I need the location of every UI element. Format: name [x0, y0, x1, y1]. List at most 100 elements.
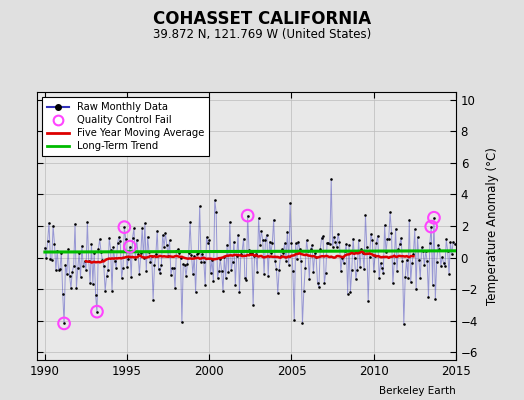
Point: [298, 320, 307, 327]
Point: [186, 219, 194, 226]
Point: [389, 280, 397, 286]
Point: [206, 270, 215, 276]
Point: [177, 255, 185, 261]
Point: [323, 239, 331, 246]
Point: [315, 284, 323, 290]
Point: [169, 265, 178, 271]
Point: [379, 270, 387, 276]
Point: [208, 256, 216, 263]
Point: [394, 246, 402, 253]
Point: [419, 248, 427, 254]
Point: [73, 265, 82, 272]
Point: [413, 234, 422, 240]
Point: [172, 247, 181, 254]
Point: [198, 250, 206, 257]
Point: [432, 258, 441, 265]
Point: [95, 236, 104, 242]
Point: [258, 237, 267, 243]
Point: [420, 262, 429, 268]
Point: [334, 230, 342, 237]
Point: [42, 255, 50, 262]
Point: [49, 223, 57, 229]
Point: [138, 225, 146, 231]
Point: [390, 260, 398, 266]
Point: [235, 289, 244, 296]
Point: [268, 240, 277, 246]
Point: [443, 248, 452, 254]
Point: [269, 216, 278, 223]
Point: [280, 240, 289, 246]
Text: COHASSET CALIFORNIA: COHASSET CALIFORNIA: [153, 10, 371, 28]
Point: [346, 289, 355, 296]
Point: [139, 254, 148, 261]
Point: [131, 256, 139, 262]
Point: [319, 233, 327, 240]
Point: [205, 237, 213, 244]
Point: [244, 212, 252, 219]
Point: [144, 234, 152, 240]
Point: [88, 241, 96, 248]
Point: [195, 203, 204, 210]
Point: [200, 258, 208, 265]
Point: [322, 269, 330, 276]
Point: [148, 253, 156, 259]
Point: [405, 217, 413, 223]
Point: [179, 261, 188, 268]
Point: [246, 250, 255, 256]
Point: [220, 254, 228, 260]
Point: [351, 255, 359, 261]
Point: [290, 317, 299, 324]
Point: [252, 251, 260, 257]
Point: [157, 262, 166, 268]
Point: [141, 220, 149, 226]
Point: [430, 214, 438, 221]
Point: [436, 262, 445, 269]
Point: [421, 248, 430, 254]
Point: [120, 224, 128, 230]
Point: [261, 237, 270, 244]
Point: [263, 232, 271, 238]
Point: [353, 266, 362, 273]
Point: [309, 269, 318, 275]
Point: [408, 260, 416, 266]
Point: [338, 255, 346, 262]
Point: [287, 240, 296, 246]
Point: [115, 234, 123, 240]
Point: [249, 302, 257, 308]
Point: [189, 271, 197, 277]
Point: [119, 264, 127, 271]
Point: [244, 212, 252, 219]
Point: [230, 238, 238, 245]
Point: [97, 249, 105, 255]
Point: [128, 234, 137, 241]
Point: [190, 253, 199, 259]
Point: [215, 268, 223, 274]
Point: [361, 212, 369, 218]
Point: [77, 274, 85, 280]
Point: [331, 238, 340, 245]
Point: [430, 214, 438, 221]
Point: [145, 249, 153, 256]
Point: [216, 256, 224, 262]
Point: [386, 209, 395, 216]
Point: [67, 285, 75, 291]
Point: [183, 261, 192, 268]
Point: [227, 267, 235, 273]
Point: [255, 215, 263, 222]
Point: [434, 242, 442, 248]
Point: [53, 248, 61, 254]
Point: [180, 262, 189, 268]
Point: [182, 273, 190, 279]
Point: [372, 239, 380, 246]
Point: [343, 290, 352, 297]
Point: [217, 268, 226, 274]
Point: [369, 268, 378, 274]
Point: [202, 234, 211, 240]
Point: [43, 238, 52, 244]
Point: [223, 242, 231, 248]
Point: [197, 259, 205, 265]
Point: [401, 274, 409, 281]
Point: [274, 290, 282, 297]
Point: [445, 271, 453, 277]
Y-axis label: Temperature Anomaly (°C): Temperature Anomaly (°C): [486, 147, 499, 305]
